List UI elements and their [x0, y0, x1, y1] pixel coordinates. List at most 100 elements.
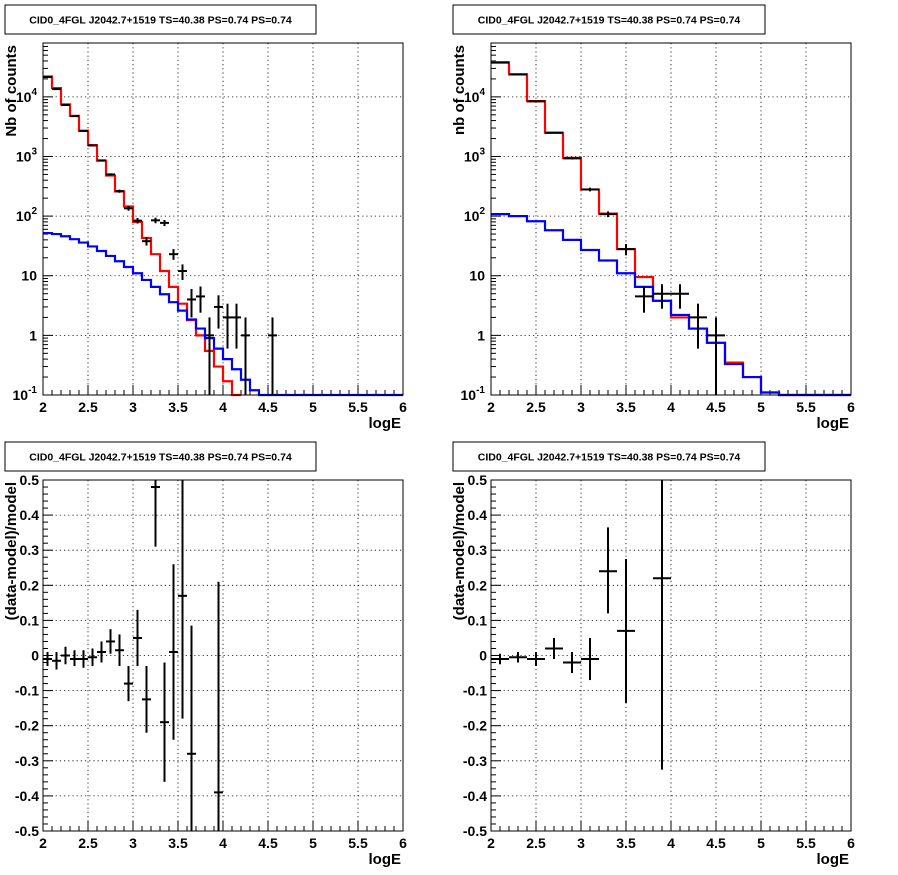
data-point	[88, 648, 97, 667]
plot-frame	[42, 479, 404, 832]
grid	[491, 43, 851, 395]
x-tick-label: 4	[219, 399, 227, 415]
grid	[43, 480, 403, 831]
data-point	[79, 129, 88, 132]
chart-top-right: CID0_4FGL J2042.7+1519 TS=40.38 PS=0.74 …	[451, 4, 855, 432]
data-point	[61, 646, 70, 665]
data-point	[563, 651, 581, 674]
y-tick-exponent: 4	[479, 87, 485, 98]
series-0	[43, 480, 223, 831]
data-point	[509, 651, 527, 663]
y-tick-label: -0.2	[15, 718, 39, 734]
y-tick-exponent: 3	[31, 146, 37, 157]
y-tick-label: 102	[16, 206, 38, 224]
x-tick-label: 4.5	[258, 399, 278, 415]
y-tick-exponent: 2	[31, 206, 37, 217]
y-tick-label: -0.4	[463, 788, 487, 804]
data-point	[214, 295, 223, 329]
y-tick-label: 0.1	[468, 612, 488, 628]
data-point	[527, 651, 545, 667]
data-point	[43, 651, 52, 667]
x-tick-label: 2.5	[78, 835, 98, 851]
y-tick-label: 1	[29, 327, 37, 343]
data-point	[599, 527, 617, 614]
data-point	[142, 666, 151, 733]
x-axis-title: logE	[817, 415, 850, 432]
title-box	[452, 4, 766, 35]
y-tick-label: 0.5	[468, 472, 488, 488]
data-point	[178, 480, 187, 719]
y-tick-base: 10	[13, 387, 29, 403]
x-tick-label: 3	[577, 399, 585, 415]
plot-frame	[490, 42, 852, 396]
data-point	[160, 662, 169, 782]
title-box	[4, 4, 317, 35]
y-tick-label: 0	[31, 648, 39, 664]
y-tick-label: 0.5	[20, 472, 40, 488]
x-tick-label: 5.5	[348, 399, 368, 415]
y-tick-exponent: 4	[31, 87, 37, 98]
x-tick-label: 4.5	[258, 835, 278, 851]
data-point	[671, 284, 689, 309]
x-tick-label: 6	[399, 399, 407, 415]
y-tick-label: 0.4	[468, 507, 488, 523]
series-2	[43, 76, 277, 395]
x-tick-label: 2.5	[78, 399, 98, 415]
data-point	[689, 303, 707, 349]
y-tick-label: 0.2	[20, 577, 40, 593]
y-tick-label: 0.1	[20, 612, 40, 628]
x-tick-label: 2	[487, 835, 495, 851]
x-tick-label: 4	[667, 835, 675, 851]
x-tick-label: 3.5	[616, 835, 636, 851]
data-point	[160, 220, 169, 227]
series-1	[491, 213, 851, 397]
data-point	[52, 88, 61, 91]
x-tick-label: 2.5	[526, 835, 546, 851]
y-tick-label: 10-1	[13, 385, 38, 403]
data-point	[545, 131, 563, 134]
y-tick-base: 10	[464, 148, 480, 164]
data-point	[527, 100, 545, 103]
y-tick-label: 0.3	[20, 542, 40, 558]
x-axis-title: logE	[817, 851, 850, 868]
y-tick-label: 0.2	[468, 577, 488, 593]
y-tick-label: 10-1	[461, 385, 486, 403]
y-axis-title: (data-model)/model	[3, 482, 20, 620]
x-tick-label: 3	[577, 835, 585, 851]
grid	[43, 43, 403, 395]
x-tick-label: 5.5	[348, 835, 368, 851]
y-tick-label: -0.4	[15, 788, 39, 804]
y-tick-label: 103	[464, 146, 486, 164]
y-tick-label: 1	[477, 327, 485, 343]
data-point	[223, 303, 232, 349]
y-tick-base: 10	[469, 268, 485, 284]
x-tick-label: 5	[309, 835, 317, 851]
y-tick-base: 1	[29, 327, 37, 343]
data-point	[509, 73, 527, 76]
x-tick-label: 3	[129, 835, 137, 851]
data-point	[169, 564, 178, 740]
y-tick-label: 102	[464, 206, 486, 224]
data-point	[214, 581, 223, 831]
data-point	[617, 244, 635, 256]
series-2	[491, 61, 725, 395]
y-tick-base: 10	[16, 89, 32, 105]
chart-title: CID0_4FGL J2042.7+1519 TS=40.38 PS=0.74 …	[29, 15, 292, 27]
data-point	[635, 286, 653, 313]
data-point	[151, 217, 160, 224]
x-tick-label: 2	[39, 399, 47, 415]
x-tick-label: 5	[757, 835, 765, 851]
chart-bottom-right: CID0_4FGL J2042.7+1519 TS=40.38 PS=0.74 …	[451, 441, 855, 868]
data-point	[545, 637, 563, 660]
y-tick-label: -0.3	[15, 753, 39, 769]
data-point	[142, 237, 151, 246]
x-tick-label: 2	[487, 399, 495, 415]
ticks	[42, 479, 404, 832]
y-tick-base: 10	[461, 387, 477, 403]
data-point	[581, 637, 599, 681]
data-point	[115, 634, 124, 667]
x-tick-label: 4.5	[706, 399, 726, 415]
data-point	[491, 653, 509, 665]
chart-title: CID0_4FGL J2042.7+1519 TS=40.38 PS=0.74 …	[478, 452, 741, 464]
y-tick-exponent: 2	[479, 206, 485, 217]
